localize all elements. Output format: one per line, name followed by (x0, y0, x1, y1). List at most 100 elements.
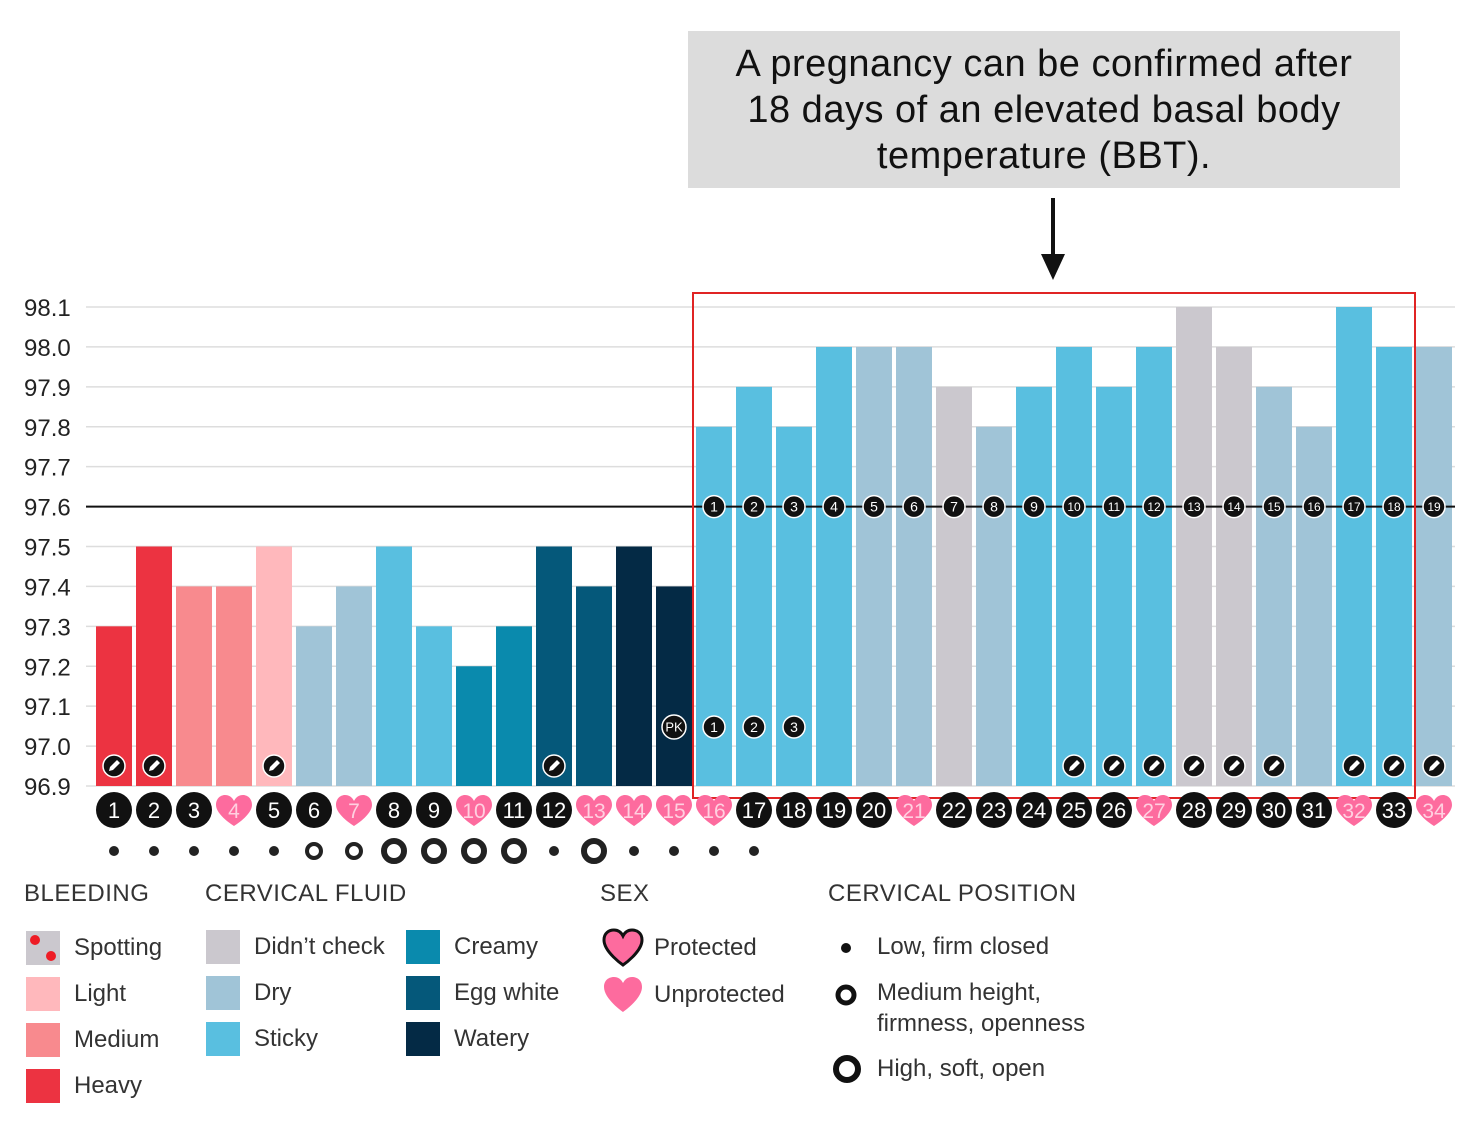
elevated-count-badge: 4 (822, 494, 846, 519)
elevated-count-badge-label: 7 (950, 499, 958, 515)
day-marker-circle: 22 (936, 792, 972, 828)
y-tick-label: 97.5 (24, 535, 71, 562)
sticky-swatch (206, 1022, 240, 1056)
note-icon (1382, 754, 1406, 778)
post-peak-badge: 2 (742, 715, 766, 739)
day-circle (376, 792, 412, 828)
heart-icon (576, 795, 612, 826)
pregnancy-callout: A pregnancy can be confirmed after 18 da… (688, 31, 1400, 188)
note-icon (142, 754, 166, 778)
elevated-count-badge: 17 (1342, 494, 1366, 519)
day-marker-circle: 30 (1256, 792, 1292, 828)
medium-position-icon (835, 984, 857, 1006)
day-marker-circle: 17 (736, 792, 772, 828)
day-circle (176, 792, 212, 828)
elevated-count-badge-label: 11 (1108, 500, 1121, 514)
position-low-marker (629, 846, 639, 856)
elevated-count-badge: 13 (1182, 494, 1206, 519)
position-low-label: Low, firm closed (877, 933, 1050, 960)
elevated-count-badge-circle (1182, 494, 1206, 519)
day-marker-circle: 33 (1376, 792, 1412, 828)
legend-label: Protected (654, 934, 757, 961)
legend-title-sex: SEX (600, 880, 650, 907)
position-legend-icons (833, 943, 861, 1083)
bar-day-3 (176, 586, 212, 786)
elevated-count-badge-circle (742, 494, 766, 519)
position-medium-label-1: Medium height, (877, 979, 1042, 1006)
day-marker-heart: 32 (1336, 795, 1372, 826)
elevated-count-badge-label: 12 (1147, 500, 1161, 514)
legend-item-creamy: Creamy (406, 930, 538, 964)
day-marker-heart: 27 (1136, 795, 1172, 826)
day-label: 11 (503, 798, 526, 823)
heart-shape (604, 977, 642, 1012)
legend-label: Watery (454, 1025, 530, 1052)
legend-item-medium: Medium (26, 1023, 159, 1057)
elevated-count-badge-label: 4 (830, 499, 838, 515)
elevated-count-badge-label: 9 (1030, 499, 1038, 515)
legend-label: Unprotected (654, 981, 785, 1008)
elevated-count-badge-circle (1262, 494, 1286, 519)
heavy-swatch (26, 1069, 60, 1103)
callout-line: temperature (BBT). (876, 135, 1212, 177)
spotting-swatch-bg (26, 931, 60, 965)
legend-item-watery: Watery (406, 1022, 529, 1056)
elevated-count-badge-circle (902, 494, 926, 519)
day-marker-heart: 13 (576, 795, 612, 826)
position-high-marker (461, 838, 487, 864)
legend-label: Spotting (74, 934, 163, 961)
elevated-count-badge-label: 1 (710, 499, 718, 515)
day-circle (1216, 792, 1252, 828)
legend-item-didnt-check: Didn’t check (206, 930, 385, 964)
note-icon (262, 754, 286, 778)
pencil-icon (1429, 760, 1440, 771)
elevated-count-badge: 14 (1222, 494, 1246, 519)
day-marker-circle: 28 (1176, 792, 1212, 828)
day-label: 27 (1142, 800, 1165, 823)
day-label: 19 (822, 798, 846, 823)
day-marker-heart: 7 (336, 795, 372, 826)
legend-item-egg-white: Egg white (406, 976, 559, 1010)
pencil-icon (149, 760, 160, 771)
legend-item-dry: Dry (206, 976, 291, 1010)
day-marker-heart: 4 (216, 795, 252, 826)
legend-item-protected: Protected (602, 928, 757, 968)
note-icon (1142, 754, 1166, 778)
bar-day-5 (256, 546, 292, 786)
y-tick-label: 97.7 (24, 455, 71, 482)
day-label: 10 (462, 800, 485, 823)
elevated-count-badge-label: 5 (870, 499, 878, 515)
position-low-marker (669, 846, 679, 856)
elevated-count-badge: 3 (782, 494, 806, 519)
elevated-count-badge-circle (942, 494, 966, 519)
day-marker-circle: 24 (1016, 792, 1052, 828)
heart-icon (216, 795, 252, 826)
elevated-count-badge-circle (1382, 494, 1406, 519)
day-marker-circle: 25 (1056, 792, 1092, 828)
highlight-box (692, 292, 1416, 799)
elevated-count-badge-label: 14 (1227, 500, 1241, 514)
bar-day-21 (896, 346, 932, 786)
day-label: 24 (1022, 798, 1046, 823)
bar-day-33 (1376, 346, 1412, 786)
elevated-count-badge: 6 (902, 494, 926, 519)
pencil-icon (1389, 760, 1400, 771)
day-circle (1096, 792, 1132, 828)
note-icon (1102, 754, 1126, 778)
day-circle (736, 792, 772, 828)
elevated-count-badge-label: 2 (750, 499, 758, 515)
callout-arrowhead (1041, 254, 1065, 280)
high-position-icon (833, 1055, 861, 1083)
elevated-count-badge-circle (702, 494, 726, 519)
day-marker-circle: 2 (136, 792, 172, 828)
legend-label: Didn’t check (254, 933, 385, 960)
elevated-count-badge-circle (1142, 494, 1166, 519)
elevated-count-badge-label: 6 (910, 499, 918, 515)
day-marker-circle: 18 (776, 792, 812, 828)
elevated-count-badge-label: 13 (1187, 500, 1201, 514)
note-icon (1342, 754, 1366, 778)
legend-title-cervical-position: CERVICAL POSITION (828, 880, 1077, 907)
position-medium-marker (305, 842, 323, 860)
bar-day-34 (1416, 346, 1452, 786)
note-icon (102, 754, 126, 778)
